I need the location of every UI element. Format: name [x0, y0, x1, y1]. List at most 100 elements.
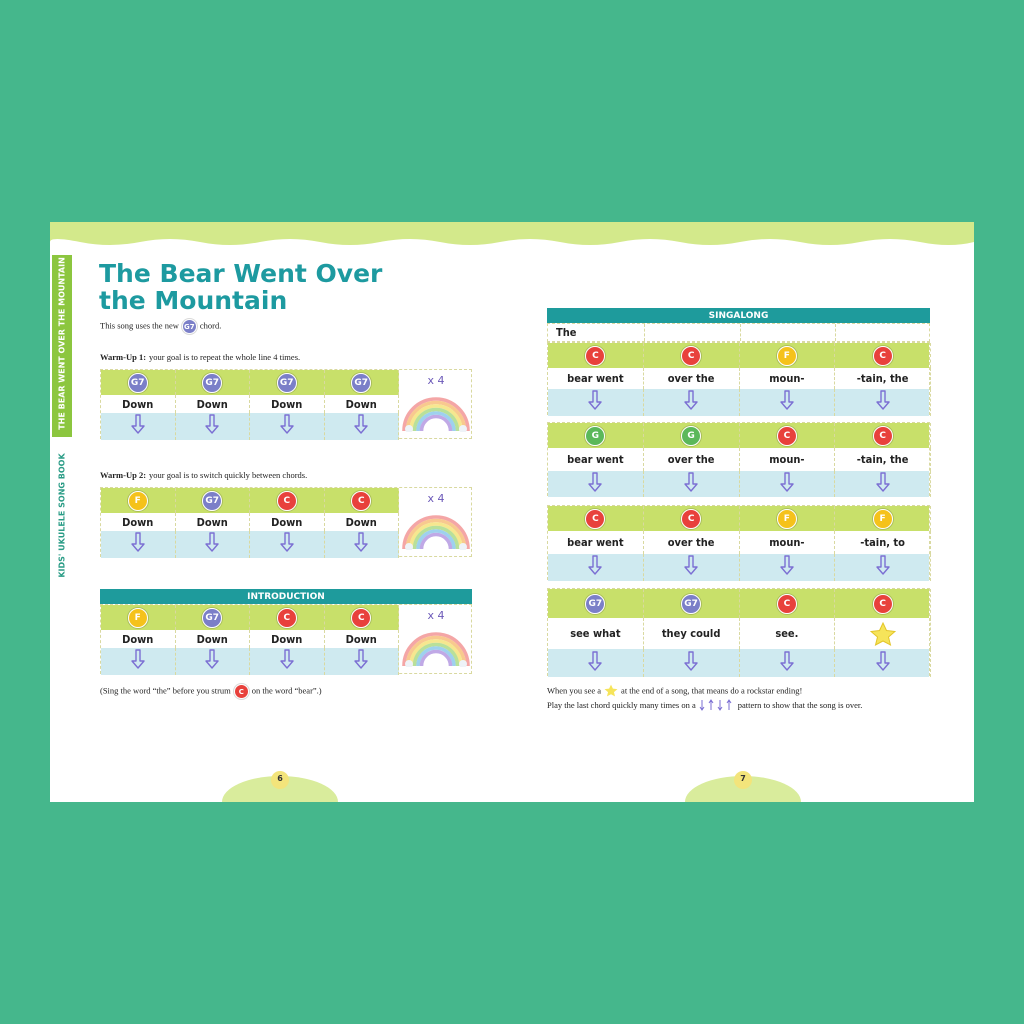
- page-number: 7: [740, 774, 746, 783]
- repeat: x 4: [427, 492, 445, 505]
- arrow-cell: [548, 649, 644, 677]
- chord-cell: C: [740, 423, 836, 448]
- arrow-cell: [176, 648, 250, 675]
- strum-cell: Down: [325, 513, 399, 531]
- arrow-row: [548, 471, 929, 497]
- strum-arrow: [205, 649, 219, 674]
- chord-chip: C: [351, 490, 372, 511]
- lead-row: The: [547, 323, 930, 342]
- chord-chip: G7: [127, 372, 148, 393]
- lead-word: The: [556, 326, 577, 339]
- chord-cell: G: [548, 423, 644, 448]
- lyric-cell: bear went: [548, 368, 644, 389]
- chord-chip: C: [776, 425, 797, 446]
- arrow-row: [101, 531, 399, 558]
- strum-arrow: [875, 650, 890, 676]
- lyric-cell: see.: [740, 618, 836, 649]
- chord-cell: C: [325, 488, 399, 513]
- arrow-cell: [325, 648, 399, 675]
- chord-chip: G7: [202, 372, 223, 393]
- arrow-cell: [835, 389, 931, 416]
- chord-cell: F: [101, 605, 176, 630]
- strum-arrow: [780, 390, 794, 415]
- chord-cell: F: [835, 506, 931, 531]
- chord-cell: G7: [101, 370, 176, 395]
- label: Warm-Up 2:: [100, 470, 147, 480]
- strum-arrow: [280, 532, 294, 557]
- sidebar-tab: [52, 255, 72, 437]
- strum-table: F Down G7 Down C Down C Down x 4: [100, 604, 472, 675]
- arrow-cell: [325, 413, 399, 440]
- strum-cell: Down: [325, 630, 399, 648]
- strum-arrow: [588, 390, 603, 415]
- strum-arrow: [588, 471, 603, 497]
- title-line: the Mountain: [99, 286, 288, 315]
- arrow-cell: [740, 471, 836, 497]
- arrow-cell: [176, 531, 250, 558]
- strum-table: G7 Down G7 Down G7 Down G7 Down x 4: [100, 369, 472, 440]
- arrow-cell: [835, 649, 931, 677]
- divider: [739, 324, 741, 341]
- text: at the end of a song, that means do a ro…: [621, 685, 803, 696]
- strum-cell: Down: [101, 513, 176, 531]
- chord-row: [101, 488, 399, 513]
- warmup-label: Warm-Up 2: your goal is to switch quickly…: [100, 470, 307, 480]
- arrow-cell: [250, 413, 325, 440]
- chord-chip: G7: [585, 593, 606, 614]
- chord-cell: G7: [548, 589, 644, 618]
- lyric-cell: -tain, to: [835, 531, 931, 554]
- chord-row: [101, 605, 399, 630]
- icon: [699, 699, 735, 713]
- repeat: x 4: [427, 374, 445, 387]
- footnote: When you see a at the end of a song, that…: [547, 684, 802, 699]
- chord-chip: C: [233, 684, 249, 699]
- chord-cell: C: [325, 605, 399, 630]
- title: The Bear Went Over the Mountain: [99, 260, 382, 314]
- lyric-cell: -tain, the: [835, 448, 931, 471]
- chord-cell: G7: [325, 370, 399, 395]
- chord-chip: F: [872, 508, 893, 529]
- chord-cell: C: [835, 423, 931, 448]
- arrow-row: [101, 413, 399, 440]
- divider: [835, 324, 837, 341]
- text: chord.: [199, 320, 222, 331]
- text: This song uses the new: [100, 320, 179, 331]
- chord-chip: C: [681, 508, 702, 529]
- chord-cell: G7: [176, 605, 250, 630]
- chord-chip: F: [776, 345, 797, 366]
- section-header: INTRODUCTION: [100, 589, 472, 604]
- chord-chip: C: [351, 607, 372, 628]
- text: (Sing the word “the” before you strum: [100, 685, 231, 696]
- text: pattern to show that the song is over.: [737, 699, 863, 710]
- arrow-cell: [101, 531, 176, 558]
- chord-chip: G7: [681, 593, 702, 614]
- strum-arrow: [588, 555, 603, 580]
- section-header: SINGALONG: [547, 308, 930, 323]
- strum-arrow: [354, 649, 368, 674]
- chord-cell: C: [835, 343, 931, 368]
- strum-arrow: [875, 390, 890, 415]
- strum-arrow: [131, 414, 145, 439]
- chord-chip: F: [776, 508, 797, 529]
- strum-arrow: [684, 650, 698, 676]
- lyric-cell: over the: [644, 448, 740, 471]
- text: on the word “bear”.): [251, 685, 322, 696]
- chord-cell: F: [740, 343, 836, 368]
- lyric-cell: bear went: [548, 448, 644, 471]
- strum-arrow: [205, 414, 219, 439]
- label: Warm-Up 1:: [100, 352, 147, 362]
- arrow-cell: [644, 649, 740, 677]
- strum-cell: Down: [250, 513, 325, 531]
- chord-cell: F: [101, 488, 176, 513]
- strum-arrow: [684, 555, 698, 580]
- chord-row: [548, 423, 929, 448]
- arrow-cell: [250, 531, 325, 558]
- arrow-cell: [644, 554, 740, 581]
- chord-cell: G7: [176, 488, 250, 513]
